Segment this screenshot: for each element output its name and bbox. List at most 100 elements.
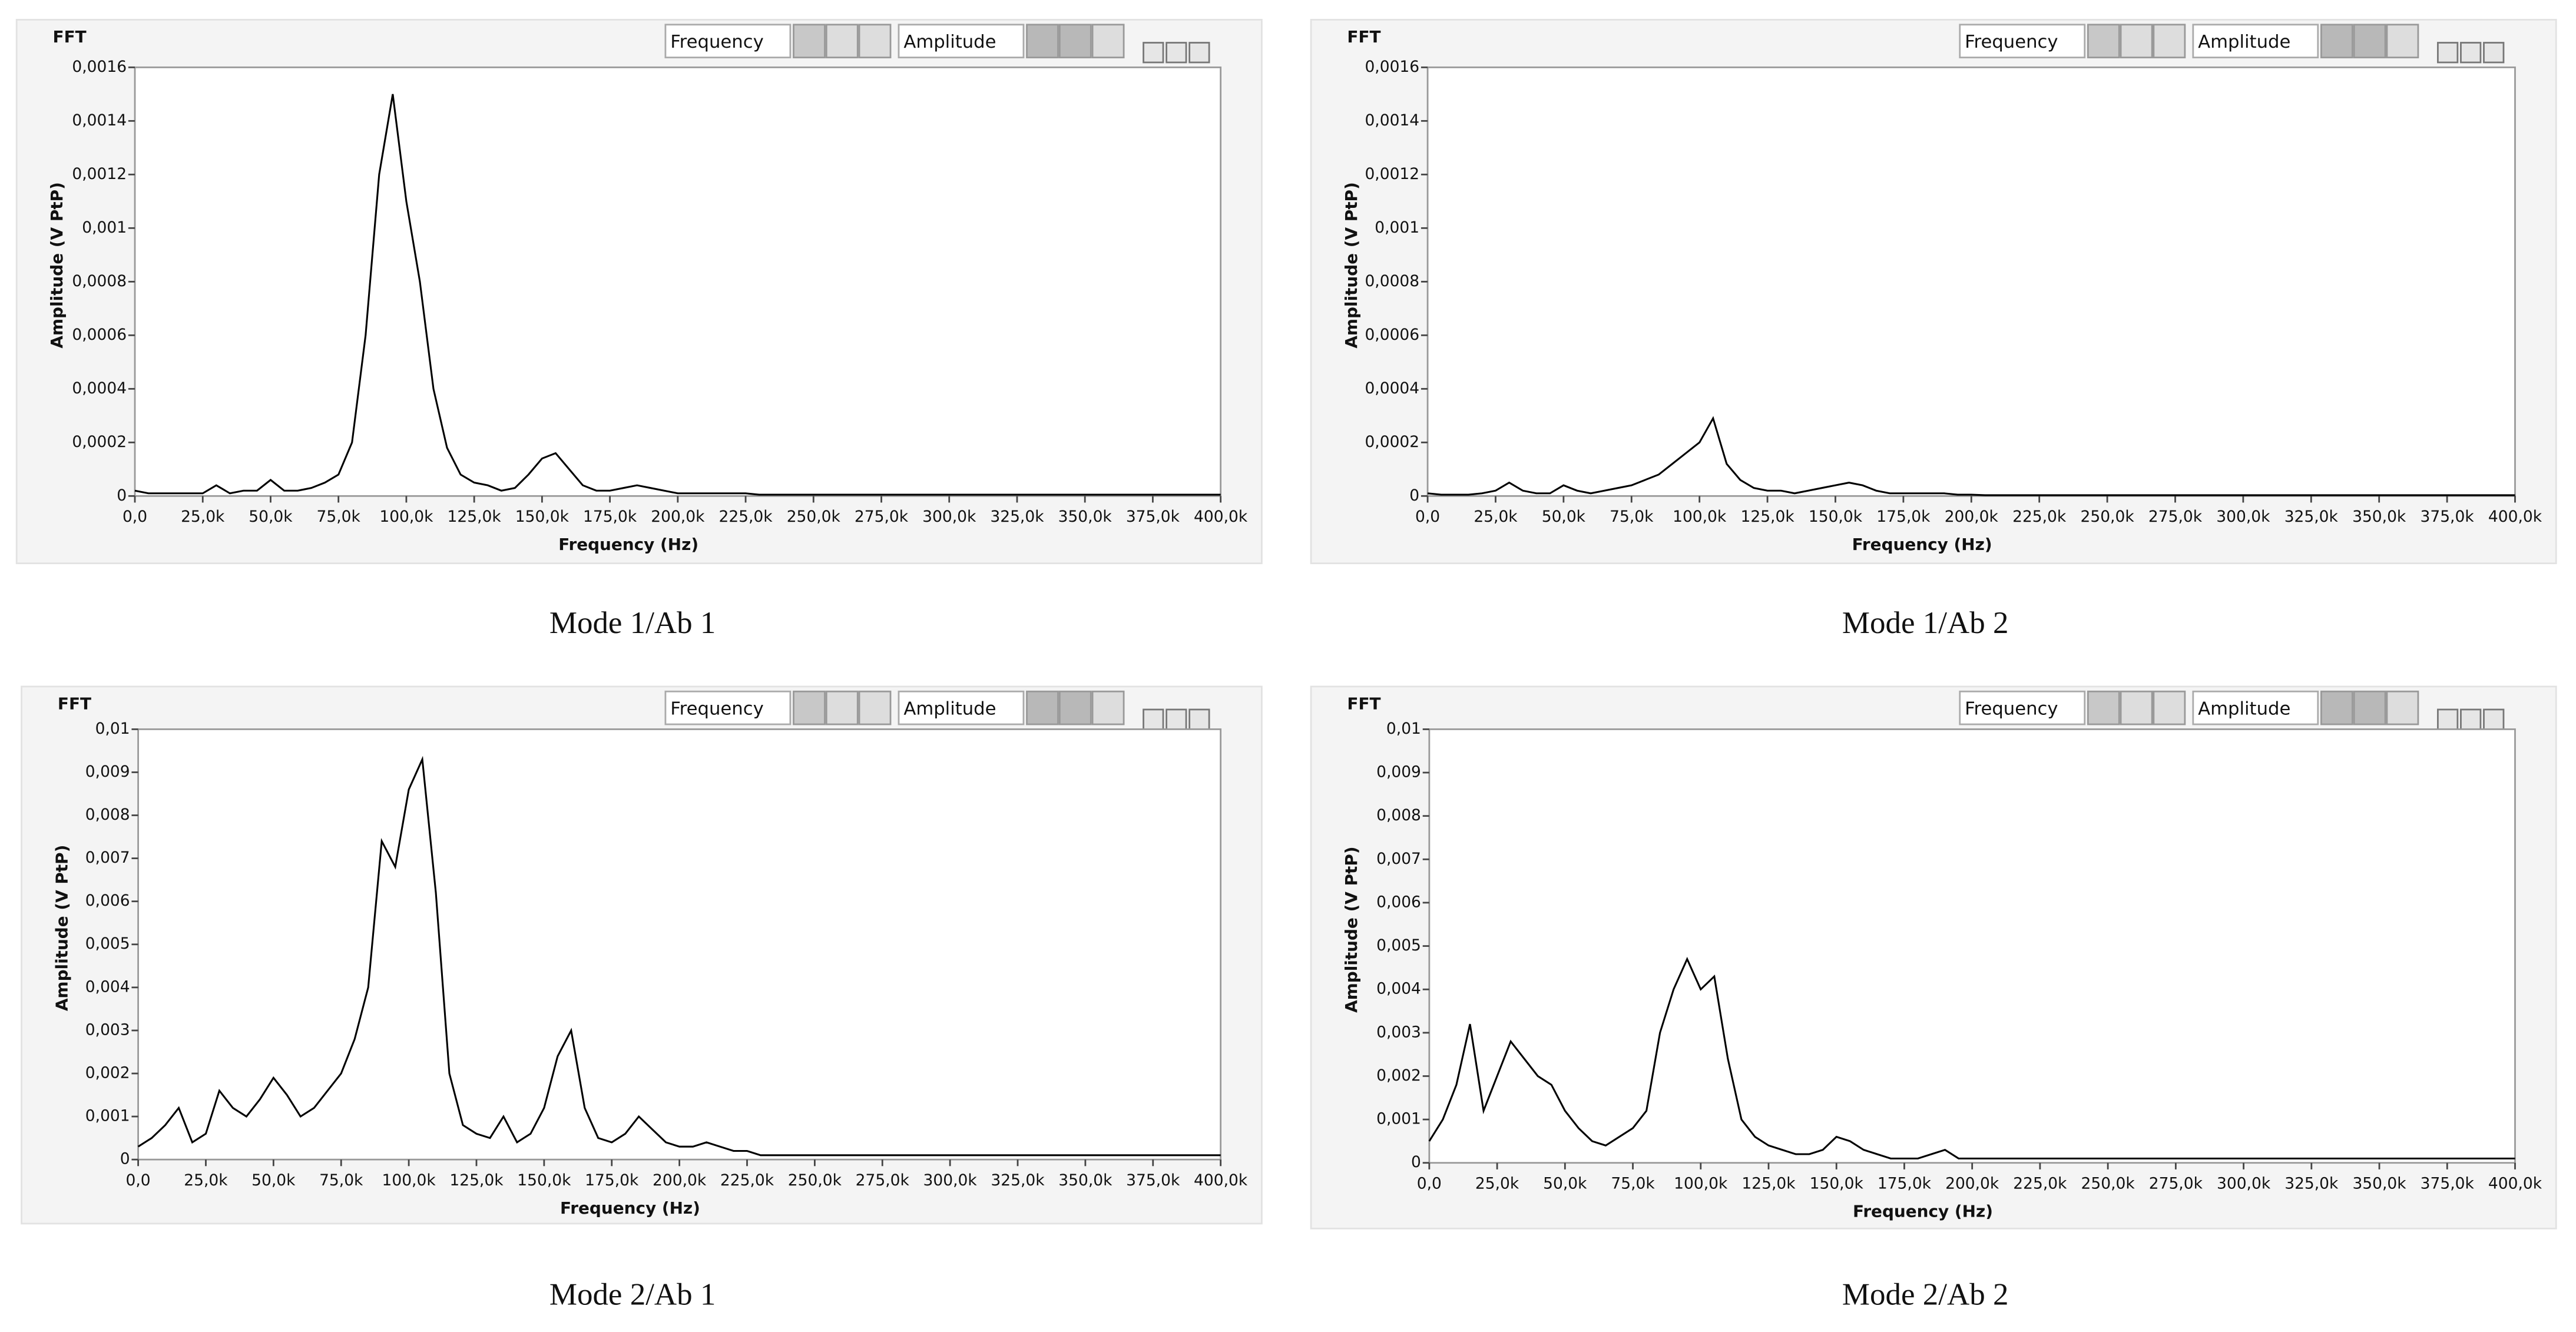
x-tick-label: 0,0 bbox=[1417, 1174, 1442, 1192]
y-scale-button bbox=[1091, 690, 1125, 725]
x-tick-label: 325,0k bbox=[990, 508, 1044, 526]
y-tick-label: 0,001 bbox=[82, 218, 127, 237]
x-tick-label: 225,0k bbox=[720, 1171, 774, 1189]
x-scale-button bbox=[2087, 24, 2120, 59]
x-scale-button bbox=[858, 690, 892, 725]
y-tick-label: 0,006 bbox=[85, 892, 130, 910]
y-tick-label: 0,007 bbox=[85, 849, 130, 867]
x-scale-button bbox=[793, 690, 826, 725]
x-scale-button bbox=[858, 24, 892, 59]
fft-panel: FFT Frequency Amplitude 0,0 25,0k 50,0k 75,0k 1… bbox=[1310, 685, 2557, 1230]
x-tick-label: 175,0k bbox=[583, 508, 637, 526]
x-tick-label: 175,0k bbox=[1876, 508, 1931, 526]
x-tick-label: 225,0k bbox=[719, 508, 773, 526]
y-tick-label: 0,003 bbox=[1376, 1023, 1421, 1041]
caption: Mode 2/Ab 2 bbox=[1842, 1278, 2009, 1312]
x-control-box bbox=[1959, 690, 2086, 725]
y-scale-button bbox=[2386, 24, 2419, 59]
x-tick-label: 275,0k bbox=[856, 1171, 910, 1189]
x-scale-button bbox=[825, 24, 859, 59]
y-scale-button bbox=[1026, 24, 1059, 59]
y-tick-label: 0 bbox=[120, 1150, 130, 1168]
x-axis-label: Frequency (Hz) bbox=[1852, 535, 1992, 554]
x-tick-label: 300,0k bbox=[922, 508, 976, 526]
x-tick-label: 325,0k bbox=[991, 1171, 1045, 1189]
x-tick-label: 375,0k bbox=[1126, 508, 1180, 526]
x-tick-label: 400,0k bbox=[2488, 1174, 2542, 1192]
y-tick-label: 0,005 bbox=[85, 935, 130, 953]
x-control-label: Frequency bbox=[1965, 698, 2058, 719]
x-tick-label: 75,0k bbox=[319, 1171, 363, 1189]
x-control-box bbox=[1959, 24, 2086, 59]
caption: Mode 2/Ab 1 bbox=[549, 1278, 716, 1312]
y-tick-label: 0,001 bbox=[85, 1107, 130, 1125]
palette-button bbox=[1143, 42, 1164, 64]
y-tick-label: 0,006 bbox=[1376, 893, 1421, 911]
y-control-label: Amplitude bbox=[2198, 698, 2290, 719]
x-tick-label: 375,0k bbox=[1126, 1171, 1180, 1189]
x-tick-label: 275,0k bbox=[2148, 508, 2203, 526]
panel-title: FFT bbox=[53, 27, 87, 47]
y-tick-label: 0,008 bbox=[85, 806, 130, 824]
y-scale-button bbox=[1058, 690, 1092, 725]
x-control-label: Frequency bbox=[670, 32, 763, 52]
y-control-label: Amplitude bbox=[2198, 32, 2290, 52]
palette-button bbox=[2483, 708, 2505, 730]
y-tick-label: 0,009 bbox=[85, 763, 130, 781]
fft-panel: FFT Frequency Amplitude 0,0 25,0k 50,0k 75,0k 1… bbox=[21, 685, 1263, 1225]
x-control-box bbox=[664, 690, 792, 725]
y-scale-button bbox=[1058, 24, 1092, 59]
x-tick-label: 150,0k bbox=[1809, 508, 1863, 526]
x-tick-label: 100,0k bbox=[379, 508, 433, 526]
y-tick-label: 0,0012 bbox=[1365, 165, 1419, 183]
y-tick-label: 0 bbox=[1411, 1153, 1421, 1171]
x-tick-label: 25,0k bbox=[1475, 1174, 1519, 1192]
y-control-box bbox=[2192, 24, 2319, 59]
x-tick-label: 250,0k bbox=[787, 508, 841, 526]
x-tick-label: 250,0k bbox=[788, 1171, 842, 1189]
y-tick-label: 0,004 bbox=[1376, 980, 1421, 998]
y-tick-label: 0,0016 bbox=[1365, 58, 1419, 76]
x-scale-button bbox=[793, 24, 826, 59]
palette-button bbox=[1166, 708, 1187, 730]
x-tick-label: 0,0 bbox=[126, 1171, 151, 1189]
x-tick-label: 175,0k bbox=[1878, 1174, 1932, 1192]
y-axis-label: Amplitude (V PtP) bbox=[47, 182, 67, 348]
plot-area bbox=[134, 66, 1222, 497]
x-tick-label: 175,0k bbox=[585, 1171, 639, 1189]
palette-button bbox=[2460, 708, 2482, 730]
y-tick-label: 0,0014 bbox=[72, 111, 127, 130]
y-scale-button bbox=[1026, 690, 1059, 725]
x-tick-label: 325,0k bbox=[2284, 508, 2339, 526]
x-tick-label: 200,0k bbox=[651, 508, 705, 526]
x-tick-label: 200,0k bbox=[653, 1171, 707, 1189]
x-tick-label: 125,0k bbox=[449, 1171, 504, 1189]
palette-button bbox=[2460, 42, 2482, 64]
x-control-label: Frequency bbox=[670, 698, 763, 719]
x-tick-label: 50,0k bbox=[251, 1171, 296, 1189]
y-tick-label: 0,01 bbox=[1386, 720, 1421, 738]
x-tick-label: 300,0k bbox=[2217, 1174, 2271, 1192]
palette-button bbox=[1166, 42, 1187, 64]
x-tick-label: 50,0k bbox=[1543, 1174, 1587, 1192]
y-control-label: Amplitude bbox=[903, 32, 996, 52]
x-tick-label: 325,0k bbox=[2284, 1174, 2339, 1192]
caption: Mode 1/Ab 2 bbox=[1842, 606, 2009, 640]
x-tick-label: 50,0k bbox=[1542, 508, 1586, 526]
panel-title: FFT bbox=[1347, 694, 1380, 714]
y-scale-button bbox=[2353, 24, 2386, 59]
palette-button bbox=[2437, 708, 2459, 730]
y-tick-label: 0,0004 bbox=[1365, 379, 1419, 397]
x-axis-label: Frequency (Hz) bbox=[1853, 1201, 1993, 1221]
plot-area bbox=[1426, 66, 2516, 497]
x-tick-label: 350,0k bbox=[2352, 1174, 2406, 1192]
plot-area bbox=[1428, 728, 2516, 1164]
y-tick-label: 0,001 bbox=[1376, 1110, 1421, 1128]
y-tick-label: 0,002 bbox=[1376, 1066, 1421, 1085]
x-scale-button bbox=[2153, 690, 2186, 725]
y-tick-label: 0,009 bbox=[1376, 763, 1421, 781]
y-tick-label: 0,0016 bbox=[72, 58, 127, 76]
x-tick-label: 200,0k bbox=[1945, 508, 1999, 526]
x-tick-label: 300,0k bbox=[2216, 508, 2270, 526]
